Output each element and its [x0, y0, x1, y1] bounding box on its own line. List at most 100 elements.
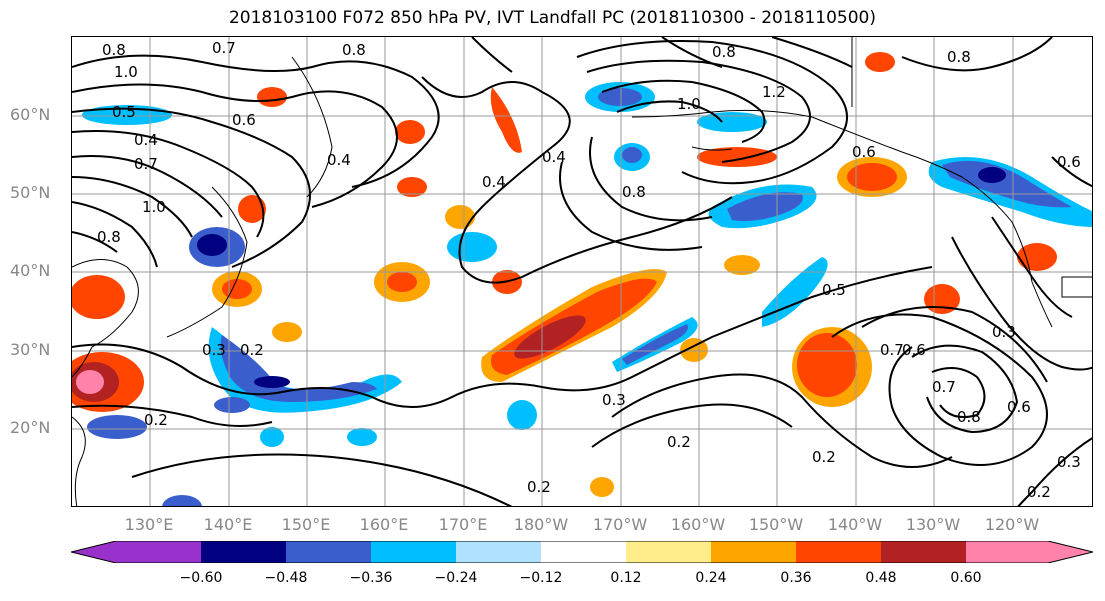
colorbar-segment — [796, 541, 881, 563]
lon-label: 130°E — [124, 515, 174, 534]
pv-shading — [445, 205, 475, 229]
lon-label: 150°E — [281, 515, 331, 534]
pv-shading — [254, 376, 290, 388]
contour-label: 0.4 — [134, 131, 158, 149]
contour-labels: 0.8 1.0 0.6 0.8 0.4 0.7 0.7 1.0 0.8 0.4 … — [97, 39, 1081, 501]
colorbar-segment — [626, 541, 711, 563]
pv-shading — [697, 112, 767, 132]
graticule — [72, 37, 1092, 506]
lon-label: 170°W — [592, 515, 648, 534]
pv-shading — [238, 195, 266, 223]
pv-shading — [395, 120, 425, 144]
pv-shading — [347, 428, 377, 446]
contour-label: 0.3 — [602, 391, 626, 409]
contour-label: 0.4 — [542, 148, 566, 166]
pv-shading — [514, 315, 586, 359]
contour-label: 0.8 — [957, 408, 981, 426]
pv-shading — [214, 397, 250, 413]
pv-shading — [622, 147, 642, 163]
pv-shading — [272, 322, 302, 342]
pv-shading — [590, 477, 614, 497]
colorbar-tick: −0.48 — [264, 570, 308, 586]
lat-label-30n: 30°N — [10, 340, 51, 359]
contour-label: 0.3 — [992, 323, 1016, 341]
contour-label: 0.7 — [932, 378, 956, 396]
colorbar-tick: −0.24 — [434, 570, 478, 586]
map-panel: 0.8 1.0 0.6 0.8 0.4 0.7 0.7 1.0 0.8 0.4 … — [71, 36, 1093, 507]
pv-shading — [598, 88, 642, 106]
pv-shading — [162, 495, 202, 506]
contour-label: 0.6 — [902, 341, 926, 359]
contour-label: 0.8 — [712, 43, 736, 61]
contour-label: 0.6 — [1057, 153, 1081, 171]
contour-label: 0.5 — [112, 103, 136, 121]
pv-shading — [727, 192, 803, 222]
contour-label: 0.2 — [144, 411, 168, 429]
map-canvas: 0.8 1.0 0.6 0.8 0.4 0.7 0.7 1.0 0.8 0.4 … — [72, 37, 1092, 506]
contour-label: 0.2 — [812, 448, 836, 466]
lon-label: 140°W — [827, 515, 883, 534]
lon-label: 150°W — [748, 515, 804, 534]
lon-label: 120°W — [984, 515, 1040, 534]
pv-shading — [197, 234, 227, 256]
pv-shading — [978, 167, 1006, 183]
contour-label: 0.7 — [134, 155, 158, 173]
lon-label: 170°E — [438, 515, 488, 534]
pv-shading — [724, 255, 760, 275]
pv-shading — [76, 370, 104, 394]
contour-label: 0.5 — [822, 281, 846, 299]
pv-shading — [762, 257, 828, 327]
contour-label: 1.0 — [142, 198, 166, 216]
colorbar-tick: 0.12 — [610, 570, 642, 586]
colorbar — [71, 541, 1093, 563]
colorbar-tick: 0.24 — [695, 570, 727, 586]
pv-shading — [490, 87, 522, 153]
pv-shading — [447, 232, 497, 262]
contour-label: 0.2 — [667, 433, 691, 451]
contour-label: 0.7 — [880, 341, 904, 359]
contour-label: 1.2 — [762, 83, 786, 101]
contour-label: 0.4 — [327, 151, 351, 169]
colorbar-segment — [71, 541, 201, 563]
contour-label: 0.4 — [482, 173, 506, 191]
contour-label: 0.6 — [1007, 398, 1031, 416]
pv-shading — [847, 163, 897, 191]
pv-shading — [72, 52, 1092, 506]
lon-label: 160°E — [359, 515, 409, 534]
colorbar-tick: −0.36 — [349, 570, 393, 586]
contour-label: 0.8 — [342, 41, 366, 59]
pv-shading — [387, 272, 417, 292]
colorbar-segment — [371, 541, 456, 563]
colorbar-segment — [881, 541, 966, 563]
pv-shading — [1017, 243, 1057, 271]
pv-shading — [87, 415, 147, 439]
colorbar-segment — [966, 541, 1093, 563]
contour-label: 0.2 — [240, 341, 264, 359]
lat-label-50n: 50°N — [10, 183, 51, 202]
lat-label-60n: 60°N — [10, 105, 51, 124]
pv-shading — [397, 177, 427, 197]
lat-label-40n: 40°N — [10, 261, 51, 280]
pv-contours — [72, 37, 1092, 506]
pv-shading — [222, 279, 252, 299]
pv-shading — [257, 87, 287, 107]
colorbar-segment — [711, 541, 796, 563]
pv-shading — [260, 427, 284, 447]
pv-shading — [622, 324, 688, 365]
pv-shading — [680, 338, 708, 362]
colorbar-tick: 0.48 — [865, 570, 897, 586]
colorbar-segment — [541, 541, 626, 563]
contour-label: 0.3 — [1057, 453, 1081, 471]
pv-shading — [865, 52, 895, 72]
colorbar-segment — [286, 541, 371, 563]
lat-label-20n: 20°N — [10, 418, 51, 437]
contour-label: 0.8 — [97, 228, 121, 246]
contour-label: 0.6 — [852, 143, 876, 161]
pv-shading — [72, 275, 125, 319]
colorbar-tick: −0.60 — [179, 570, 223, 586]
map-title: 2018103100 F072 850 hPa PV, IVT Landfall… — [228, 8, 876, 28]
colorbar-segment — [456, 541, 541, 563]
lon-label: 180°W — [513, 515, 569, 534]
pv-shading — [797, 333, 857, 397]
colorbar-tick: −0.12 — [519, 570, 563, 586]
